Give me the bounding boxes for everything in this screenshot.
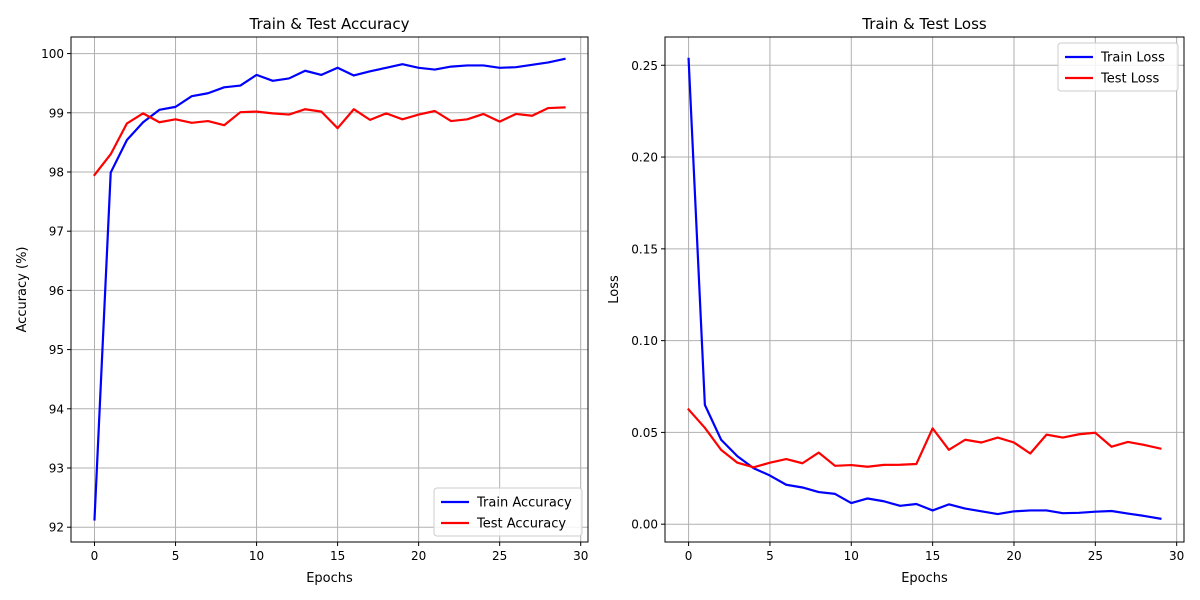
x-tick-label: 30 [573,549,588,563]
x-tick-label: 20 [1006,549,1021,563]
x-tick-label: 15 [925,549,940,563]
x-tick-label: 25 [1088,549,1103,563]
chart-title: Train & Test Loss [861,15,987,33]
x-tick-label: 10 [249,549,264,563]
x-tick-label: 25 [492,549,507,563]
legend-label: Test Loss [1100,72,1159,87]
y-tick-label: 96 [49,284,64,298]
y-tick-label: 98 [49,165,64,179]
x-tick-label: 0 [685,549,693,563]
legend: Train Loss Test Loss [1057,42,1179,92]
y-tick-label: 0.05 [631,426,658,440]
plot-frame [70,36,589,543]
x-tick-label: 5 [766,549,774,563]
legend-label: Test Accuracy [476,517,566,532]
y-tick-label: 0.15 [631,242,658,256]
y-tick-label: 99 [49,106,64,120]
x-tick-label: 30 [1169,549,1184,563]
y-tick-label: 95 [49,343,64,357]
plot-frame [664,36,1185,543]
x-tick-label: 15 [330,549,345,563]
y-axis-label: Accuracy (%) [15,247,30,333]
chart-panel-0: 0 5 10 15 20 25 30 92 93 94 95 96 97 98 99 100 Train & T… [15,15,589,586]
y-tick-label: 93 [49,461,64,475]
chart-panel-1: 0 5 10 15 20 25 30 0.00 0.05 0.10 0.15 0.20 0.25 Trai… [607,15,1185,586]
x-tick-label: 10 [844,549,859,563]
chart-title: Train & Test Accuracy [248,15,409,33]
series-line-test-loss [687,407,1162,469]
series-line-test-accuracy [92,106,566,177]
legend: Train Accuracy Test Accuracy [433,487,583,537]
y-tick-label: 94 [49,402,64,416]
y-tick-label: 100 [41,47,64,61]
x-tick-label: 20 [411,549,426,563]
legend-label: Train Accuracy [476,496,572,511]
y-tick-label: 97 [49,225,64,239]
x-axis-label: Epochs [901,571,948,586]
x-tick-label: 5 [172,549,180,563]
legend-label: Train Loss [1100,51,1165,66]
series-line-train-loss [687,57,1162,520]
y-tick-label: 0.00 [631,518,658,532]
legend-box [433,487,583,537]
y-tick-label: 92 [49,521,64,535]
y-tick-label: 0.20 [631,151,658,165]
y-axis-label: Loss [607,275,622,304]
x-axis-label: Epochs [306,571,353,586]
y-tick-label: 0.10 [631,334,658,348]
x-tick-label: 0 [91,549,99,563]
series-line-train-accuracy [93,57,566,521]
y-tick-label: 0.25 [631,59,658,73]
